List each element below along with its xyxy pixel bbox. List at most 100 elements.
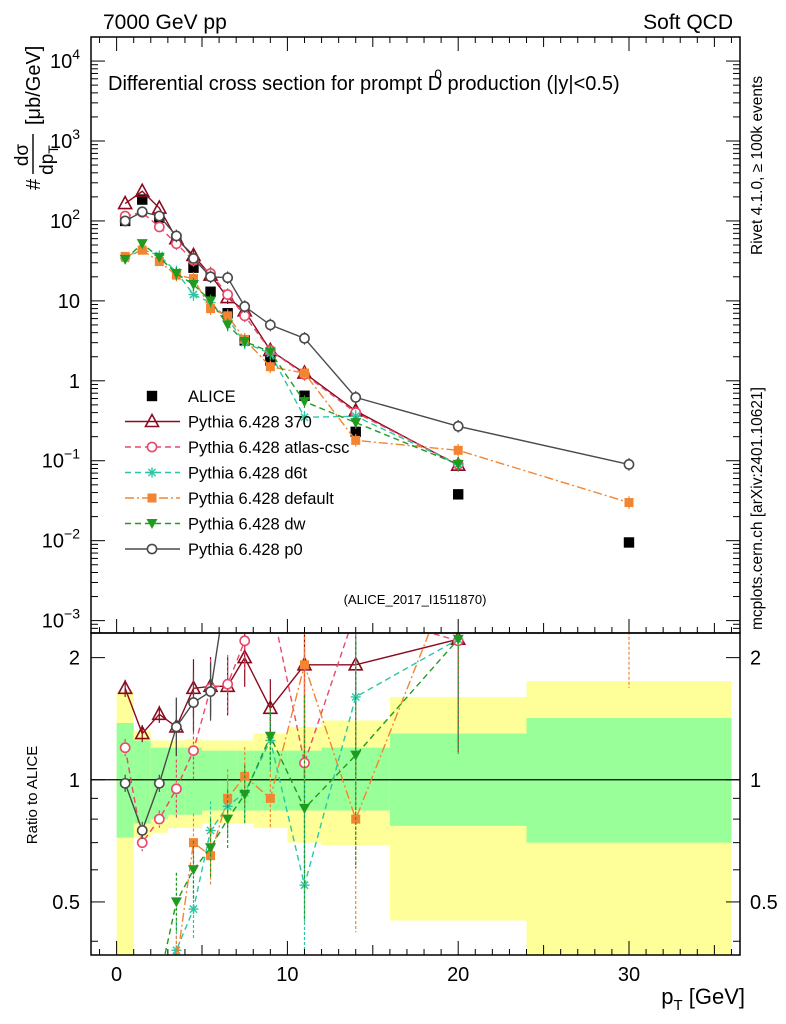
y-tick-label: 10−3 bbox=[42, 606, 80, 633]
ratio-tick-label: 0.5 bbox=[52, 892, 80, 914]
data-point bbox=[453, 445, 463, 455]
data-point bbox=[119, 254, 131, 265]
legend-entry: Pythia 6.428 d6t bbox=[125, 465, 308, 483]
ratio-point bbox=[188, 697, 199, 708]
ratio-point bbox=[264, 731, 276, 742]
header-left: 7000 GeV pp bbox=[103, 11, 227, 34]
data-point bbox=[624, 498, 634, 508]
x-axis-label: pT [GeV] bbox=[661, 984, 745, 1014]
data-point bbox=[153, 221, 165, 233]
legend-entry: ALICE bbox=[146, 388, 236, 406]
data-point bbox=[170, 230, 182, 242]
ratio-line bbox=[164, 638, 459, 955]
ratio-tick-label: 0.5 bbox=[750, 892, 778, 914]
legend-label: Pythia 6.428 dw bbox=[188, 516, 305, 534]
data-point bbox=[170, 269, 182, 280]
data-point bbox=[452, 420, 464, 432]
ratio-line bbox=[173, 638, 459, 955]
data-point bbox=[187, 280, 199, 291]
data-point bbox=[264, 319, 276, 331]
ratio-point bbox=[170, 783, 182, 795]
ratio-point bbox=[452, 634, 464, 645]
data-point bbox=[134, 182, 151, 198]
ratio-point bbox=[134, 724, 151, 740]
legend-label: Pythia 6.428 d6t bbox=[188, 465, 308, 483]
legend: ALICE Pythia 6.428 370 Pythia 6.428 atlas-… bbox=[125, 388, 349, 559]
y-tick-label: 103 bbox=[50, 126, 80, 153]
ratio-point bbox=[154, 987, 164, 997]
ratio-point bbox=[170, 721, 182, 733]
ratio-axis-ticks: 0.5 0.5 1 1 2 2 bbox=[52, 648, 778, 942]
ratio-frame bbox=[90, 632, 741, 956]
x-tick-label: 30 bbox=[618, 964, 640, 986]
data-point bbox=[137, 245, 147, 255]
data-point bbox=[350, 392, 362, 403]
band-inner bbox=[133, 740, 151, 824]
ratio-point bbox=[188, 745, 199, 757]
ratio-point bbox=[155, 1000, 164, 1009]
data-point bbox=[137, 194, 148, 205]
data-point bbox=[188, 289, 199, 300]
data-point bbox=[452, 459, 464, 470]
ratio-point bbox=[454, 555, 463, 564]
ratio-point bbox=[205, 843, 217, 854]
y-axis-label-den: dpT bbox=[37, 145, 61, 175]
ratio-pythia-6-428-dw bbox=[154, 633, 464, 986]
ratio-point bbox=[266, 594, 275, 603]
ratio-point bbox=[151, 705, 168, 721]
data-point bbox=[351, 435, 361, 445]
ratio-point bbox=[624, 570, 633, 579]
legend-entry: Pythia 6.428 dw bbox=[125, 516, 305, 534]
ratio-point bbox=[137, 1019, 147, 1024]
legend-marker bbox=[146, 519, 158, 529]
ratio-point bbox=[120, 987, 130, 997]
ratio-point bbox=[172, 960, 181, 969]
data-point bbox=[223, 311, 233, 321]
y-axis-label-unit: [μb/GeV] bbox=[23, 46, 45, 125]
ratio-point bbox=[298, 803, 310, 814]
y-axis-label-num: dσ bbox=[12, 144, 33, 167]
series-pythia-6-428-d6t bbox=[120, 244, 464, 471]
y-tick-label: 10−2 bbox=[42, 526, 80, 553]
ratio-point bbox=[136, 837, 148, 849]
band-inner bbox=[184, 747, 203, 815]
y-tick-label: 10 bbox=[58, 291, 80, 313]
ratio-point bbox=[187, 865, 199, 876]
ratio-point bbox=[153, 813, 165, 825]
ratio-tick-label: 1 bbox=[69, 770, 80, 792]
ratio-tick-label: 1 bbox=[750, 770, 761, 792]
ratio-panel: 0.5 0.51 12 20 10 20 30 bbox=[52, 37, 778, 1024]
ratio-point bbox=[117, 679, 134, 695]
ratio-point bbox=[222, 678, 234, 690]
ratio-point bbox=[205, 686, 216, 697]
legend-label: Pythia 6.428 default bbox=[188, 490, 334, 508]
ratio-point bbox=[299, 660, 309, 670]
ratio-point bbox=[239, 635, 251, 647]
header-right: Soft QCD bbox=[643, 11, 733, 34]
ratio-pythia-6-428-p0 bbox=[119, 633, 221, 840]
data-point bbox=[623, 459, 635, 470]
data-point bbox=[265, 362, 275, 372]
data-point bbox=[117, 194, 134, 210]
data-point bbox=[153, 210, 165, 222]
y-tick-label: 10−1 bbox=[42, 446, 80, 473]
legend-marker bbox=[146, 543, 158, 555]
ratio-point bbox=[170, 897, 182, 908]
ratio-point bbox=[154, 976, 165, 986]
legend-entry: Pythia 6.428 default bbox=[125, 490, 334, 508]
y-tick-label: 1 bbox=[69, 371, 80, 393]
data-point bbox=[188, 252, 199, 264]
ratio-axis-label: Ratio to ALICE bbox=[24, 746, 41, 844]
data-point bbox=[350, 418, 362, 429]
data-point bbox=[265, 355, 276, 366]
legend-entry: Pythia 6.428 p0 bbox=[125, 541, 303, 559]
ratio-point bbox=[299, 880, 310, 891]
legend-label: Pythia 6.428 p0 bbox=[188, 541, 303, 559]
ratio-point bbox=[136, 825, 148, 836]
data-point bbox=[623, 537, 635, 548]
x-tick-label: 10 bbox=[276, 964, 298, 986]
data-point bbox=[452, 489, 464, 500]
legend-marker bbox=[147, 493, 157, 503]
data-point bbox=[299, 332, 310, 344]
